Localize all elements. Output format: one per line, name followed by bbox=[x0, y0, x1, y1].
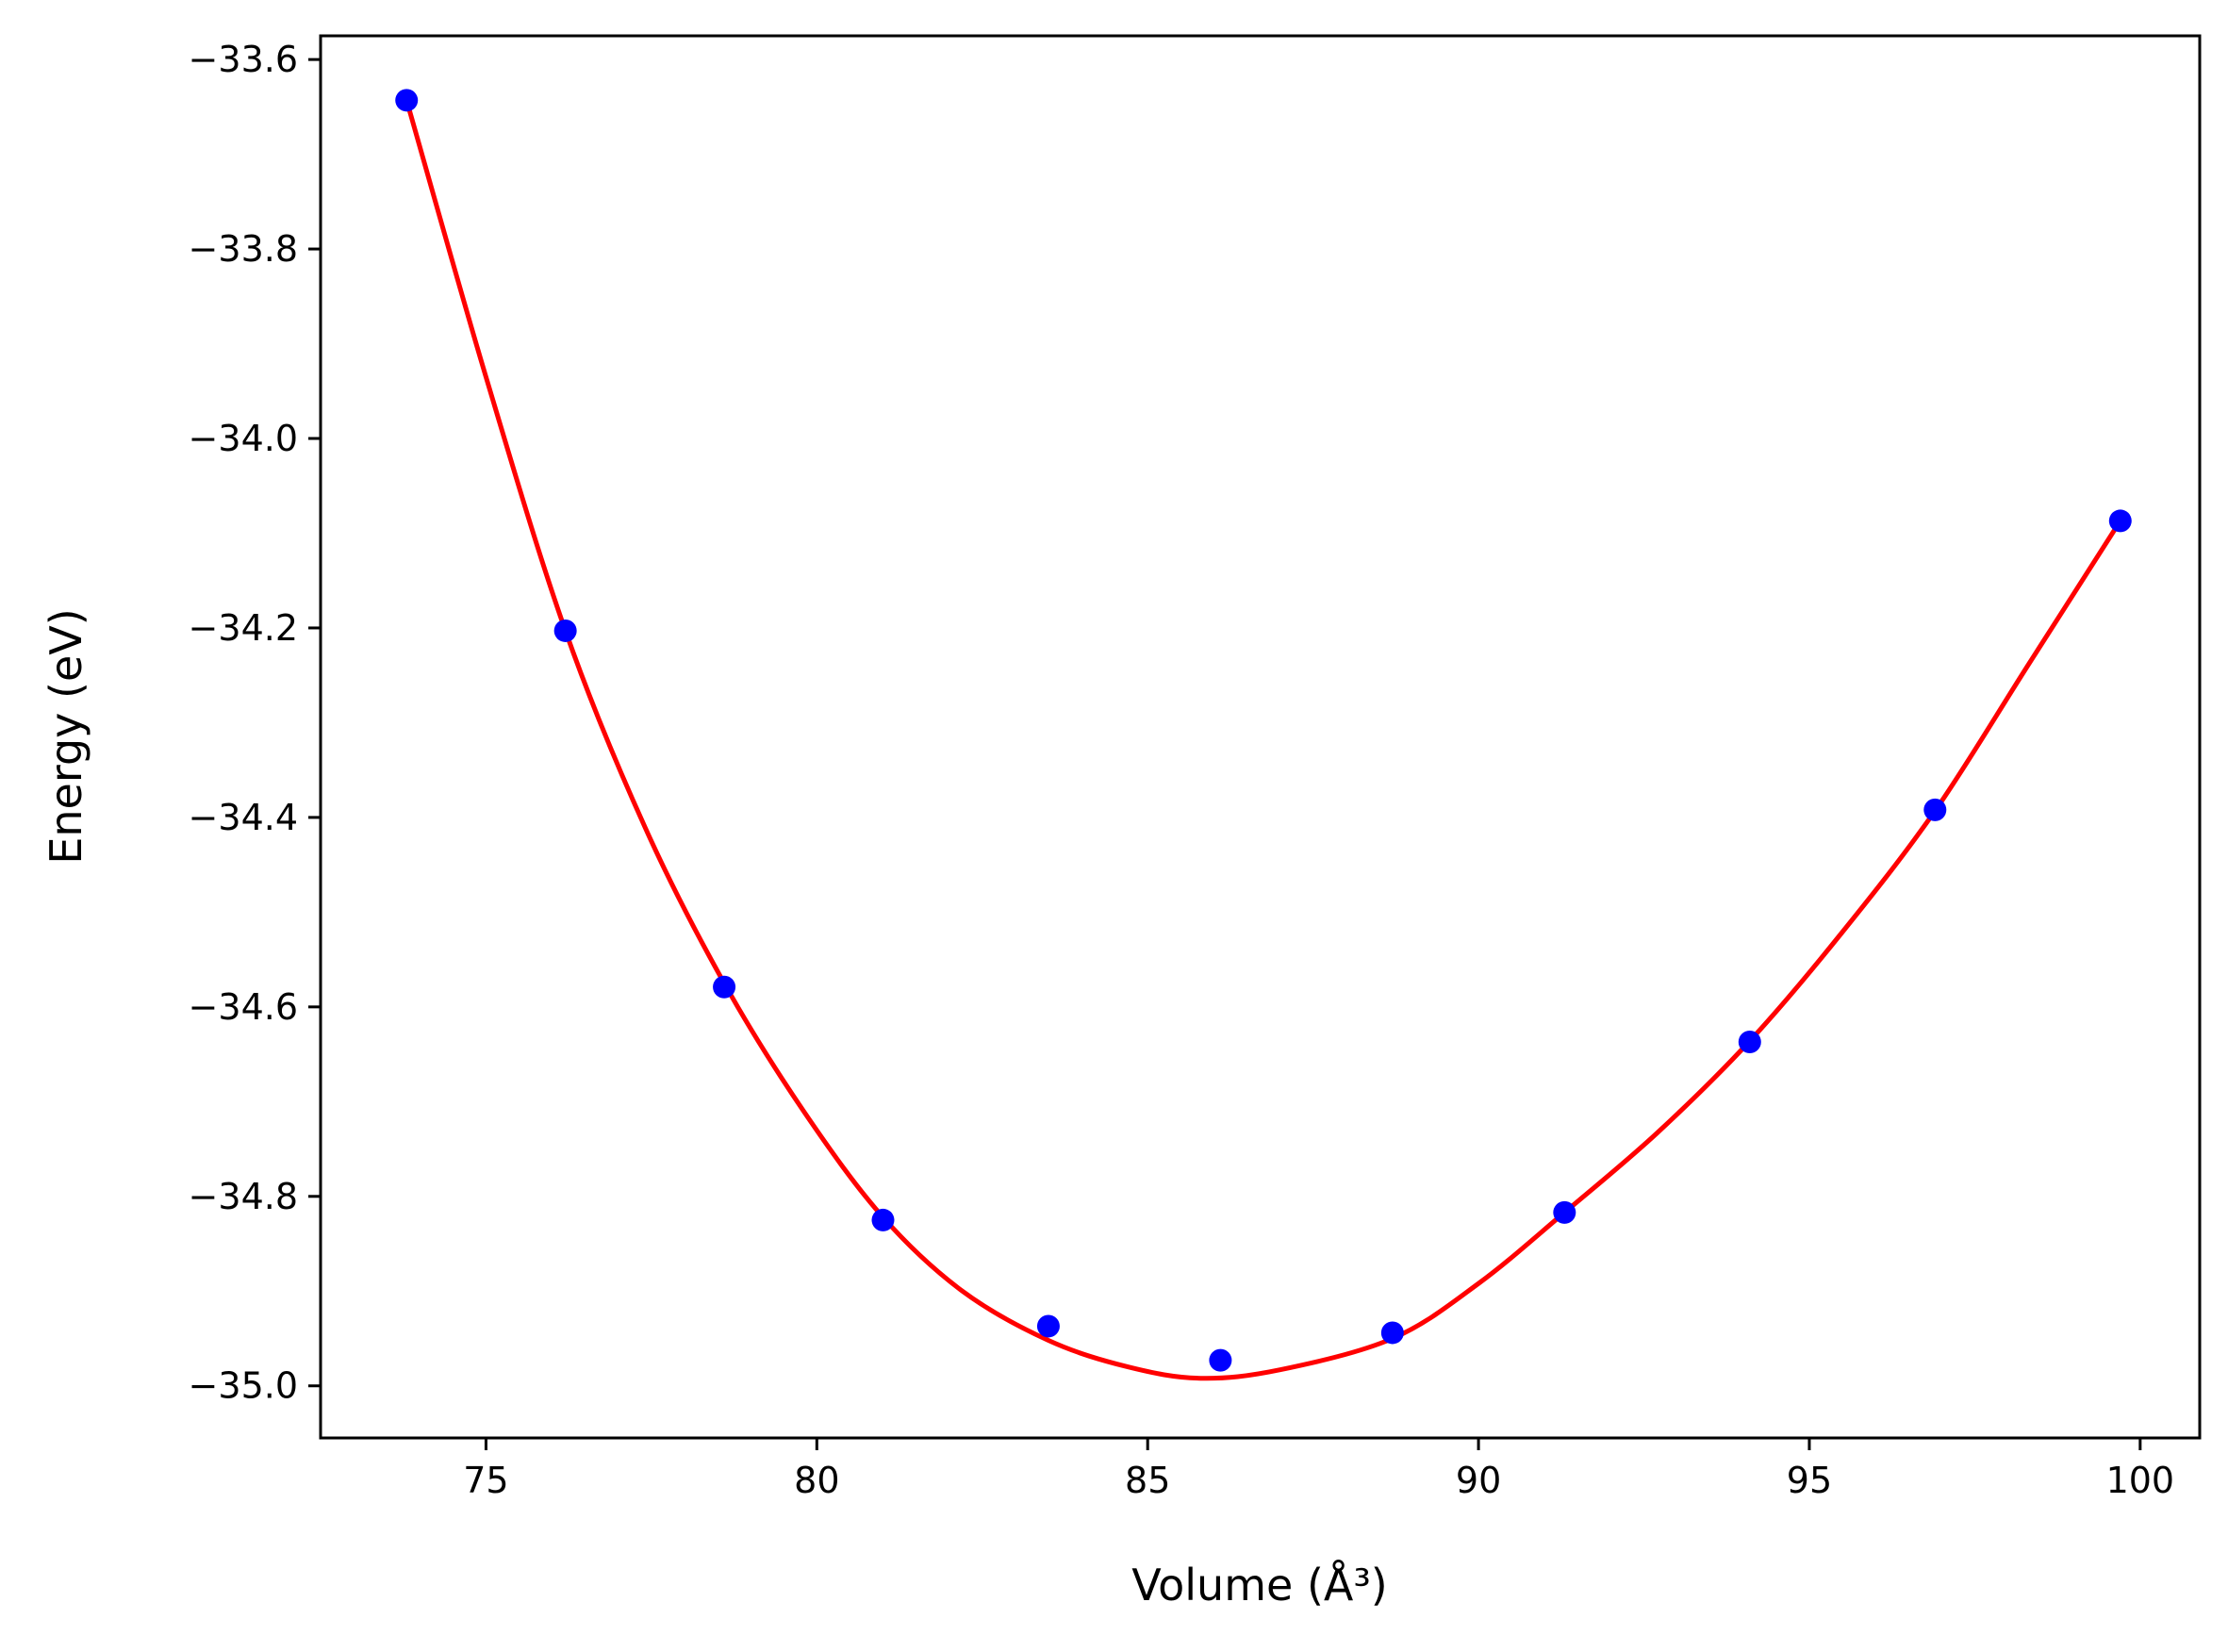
x-tick-label: 85 bbox=[1125, 1460, 1170, 1501]
x-tick-label: 75 bbox=[463, 1460, 508, 1501]
plot-frame bbox=[319, 34, 2202, 1440]
data-point bbox=[1738, 1031, 1761, 1054]
data-point bbox=[1209, 1348, 1232, 1372]
data-point bbox=[1380, 1321, 1404, 1345]
data-point bbox=[1553, 1200, 1576, 1224]
plot-layer bbox=[395, 89, 2132, 1381]
data-point bbox=[871, 1208, 895, 1231]
data-point bbox=[553, 619, 577, 642]
x-axis-label: Volume (Å³) bbox=[1131, 1560, 1388, 1611]
fit-curve-line bbox=[404, 99, 2122, 1381]
data-point bbox=[2108, 509, 2132, 533]
y-tick-label: −33.8 bbox=[189, 228, 298, 270]
data-point bbox=[1036, 1314, 1060, 1338]
y-tick-label: −34.4 bbox=[189, 797, 298, 838]
x-tick-label: 90 bbox=[1456, 1460, 1501, 1501]
y-tick-label: −34.2 bbox=[189, 607, 298, 649]
data-point bbox=[713, 975, 736, 999]
y-tick-label: −34.6 bbox=[189, 986, 298, 1028]
y-tick-label: −33.6 bbox=[189, 39, 298, 80]
data-point bbox=[395, 89, 419, 112]
x-tick-label: 95 bbox=[1787, 1460, 1832, 1501]
y-tick-label: −34.8 bbox=[189, 1176, 298, 1217]
y-tick-label: −34.0 bbox=[189, 418, 298, 459]
x-tick-label: 100 bbox=[2106, 1460, 2175, 1501]
tick-layer: 75 80 85 90 95 100 −35.0 −34.8 −34.6 −34.4 −34.2 −3… bbox=[189, 39, 2175, 1501]
data-point bbox=[1923, 798, 1947, 821]
y-axis-label: Energy (eV) bbox=[41, 608, 91, 864]
x-tick-label: 80 bbox=[794, 1460, 839, 1501]
y-tick-label: −35.0 bbox=[189, 1365, 298, 1407]
